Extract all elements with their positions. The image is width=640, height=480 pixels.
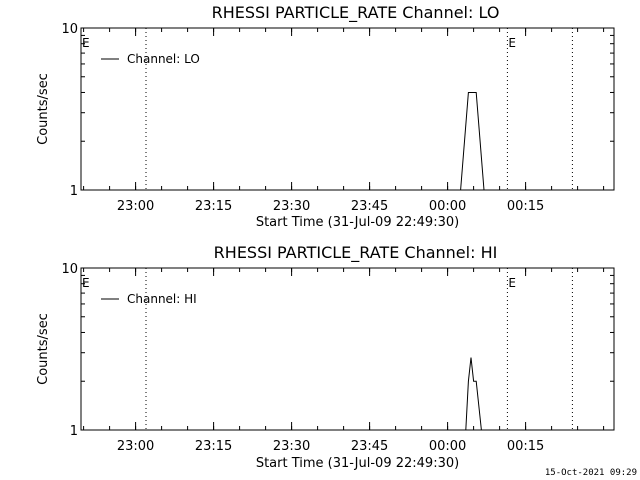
x-tick-label: 23:00: [117, 199, 154, 214]
event-marker-label: E: [508, 276, 516, 290]
series-line: [460, 92, 485, 191]
event-marker-label: E: [82, 276, 90, 290]
y-tick-label: 1: [70, 424, 78, 439]
x-tick-label: 23:30: [273, 439, 310, 454]
x-tick-label: 23:00: [117, 439, 154, 454]
plot-frame: [80, 27, 615, 191]
legend-label: Channel: HI: [127, 292, 197, 306]
series-line: [465, 357, 482, 431]
y-axis-label: Counts/sec: [36, 73, 51, 145]
x-tick-label: 23:15: [195, 439, 232, 454]
y-tick-label: 10: [61, 262, 78, 277]
x-tick-label: 00:15: [507, 199, 544, 214]
x-tick-label: 23:45: [351, 439, 388, 454]
chart-title: RHESSI PARTICLE_RATE Channel: LO: [212, 3, 500, 23]
legend-label: Channel: LO: [127, 52, 200, 66]
event-marker-label: E: [508, 36, 516, 50]
x-tick-label: 23:15: [195, 199, 232, 214]
x-tick-label: 23:45: [351, 199, 388, 214]
chart-title: RHESSI PARTICLE_RATE Channel: HI: [214, 243, 498, 263]
event-marker-label: E: [82, 36, 90, 50]
y-tick-label: 1: [70, 184, 78, 199]
x-tick-label: 00:00: [429, 199, 466, 214]
footer-date-stamp: 15-Oct-2021 09:29: [544, 468, 637, 478]
y-axis-label: Counts/sec: [36, 313, 51, 385]
x-axis-label: Start Time (31-Jul-09 22:49:30): [256, 215, 459, 230]
x-tick-label: 00:00: [429, 439, 466, 454]
y-tick-label: 10: [61, 22, 78, 37]
x-tick-label: 23:30: [273, 199, 310, 214]
x-axis-label: Start Time (31-Jul-09 22:49:30): [256, 456, 459, 471]
plot-frame: [80, 267, 615, 431]
x-tick-label: 00:15: [507, 439, 544, 454]
